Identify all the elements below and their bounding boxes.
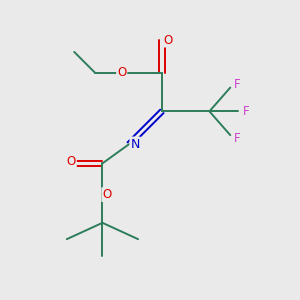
Text: O: O: [102, 188, 112, 201]
Text: N: N: [130, 138, 140, 151]
Text: F: F: [233, 78, 240, 91]
Text: O: O: [164, 34, 173, 46]
Text: O: O: [117, 66, 126, 79]
Text: O: O: [67, 155, 76, 168]
Text: F: F: [243, 105, 249, 118]
Text: F: F: [233, 132, 240, 145]
